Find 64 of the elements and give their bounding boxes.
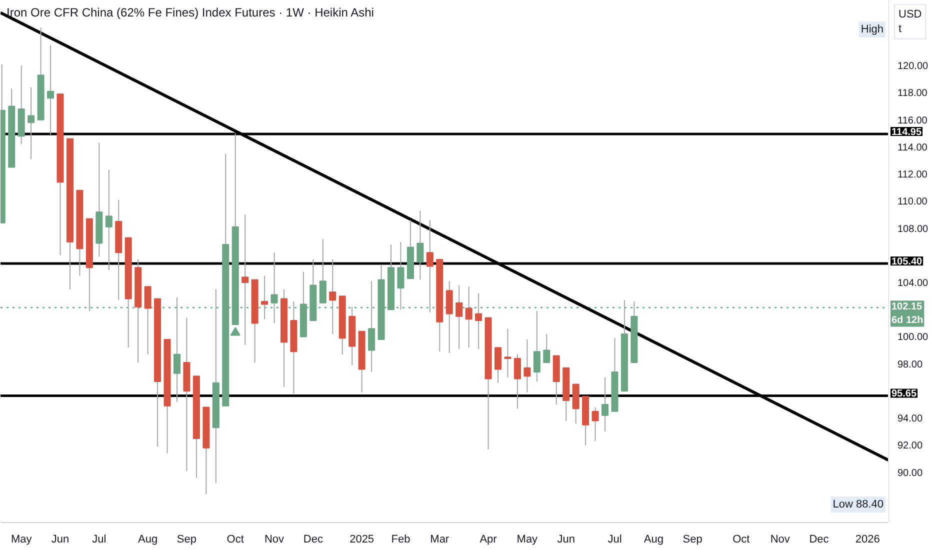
y-axis-title: USD t — [898, 8, 922, 35]
x-tick-label: Mar — [430, 534, 450, 546]
y-tick-label: 92.00 — [898, 440, 923, 452]
x-tick-label: Jun — [557, 534, 575, 546]
x-tick-label: Nov — [264, 534, 285, 546]
candlestick — [533, 310, 540, 382]
candlestick — [543, 334, 550, 364]
candlestick — [465, 286, 472, 348]
x-tick-label: Oct — [226, 534, 244, 546]
chart-title: Iron Ore CFR China (62% Fe Fines) Index Futures · 1W · Heikin Ashi — [6, 6, 374, 20]
x-tick-label: May — [10, 534, 32, 546]
candlestick — [524, 338, 531, 393]
y-tick-label: 90.00 — [898, 468, 923, 479]
candlestick — [456, 284, 463, 350]
candlestick — [105, 169, 112, 271]
candlestick — [47, 44, 54, 136]
candlestick — [261, 275, 268, 320]
candlestick — [475, 292, 482, 350]
x-tick-label: 2026 — [855, 534, 880, 546]
x-tick-label: Dec — [303, 534, 324, 546]
candlestick — [319, 238, 326, 304]
y-tick-label: 94.00 — [898, 414, 923, 425]
x-tick-label: Jul — [608, 534, 622, 546]
y-tick-label: 100.00 — [898, 332, 929, 344]
annotation: High — [860, 24, 884, 36]
x-tick-label: Dec — [809, 534, 830, 546]
candlestick — [504, 328, 512, 378]
candlestick — [592, 406, 599, 442]
ref-line-label: 102.15 6d 12h — [892, 302, 924, 326]
y-tick-label: 104.00 — [898, 278, 929, 290]
candlestick — [494, 347, 502, 384]
candlestick — [242, 214, 249, 346]
candlestick — [416, 210, 424, 280]
x-tick-label: Jul — [92, 534, 106, 546]
x-tick-label: May — [516, 534, 538, 546]
y-tick-label: 120.00 — [898, 61, 929, 72]
x-tick-label: Apr — [480, 534, 498, 546]
ref-line-label: 95.65 — [892, 388, 917, 400]
candlestick — [446, 280, 453, 354]
x-tick-label: 2025 — [350, 534, 374, 546]
candlestick — [329, 258, 336, 335]
y-tick-label: 108.00 — [898, 224, 929, 235]
y-tick-label: 116.00 — [898, 115, 928, 126]
candlestick — [144, 286, 152, 355]
x-tick-label: Feb — [391, 534, 410, 546]
ref-line-label: 114.95 — [892, 127, 922, 138]
y-tick-label: 112.00 — [898, 170, 928, 181]
y-tick-label: 110.00 — [898, 196, 928, 208]
x-tick-label: Oct — [732, 534, 750, 546]
ref-line-label: 105.40 — [892, 256, 923, 268]
y-tick-label: 114.00 — [898, 142, 928, 154]
x-tick-label: Sep — [176, 534, 197, 546]
x-tick-label: Jun — [51, 534, 70, 546]
candlestick — [28, 86, 35, 160]
candlestick — [601, 376, 609, 432]
y-tick-label: 98.00 — [898, 359, 923, 370]
annotation: Low 88.40 — [832, 498, 884, 510]
candlestick — [426, 220, 434, 313]
x-tick-label: Aug — [644, 534, 664, 546]
x-tick-label: Sep — [682, 534, 702, 546]
y-tick-label: 118.00 — [898, 88, 928, 100]
x-tick-label: Aug — [138, 534, 158, 546]
x-tick-label: Nov — [770, 534, 790, 546]
candlestick — [514, 354, 521, 410]
